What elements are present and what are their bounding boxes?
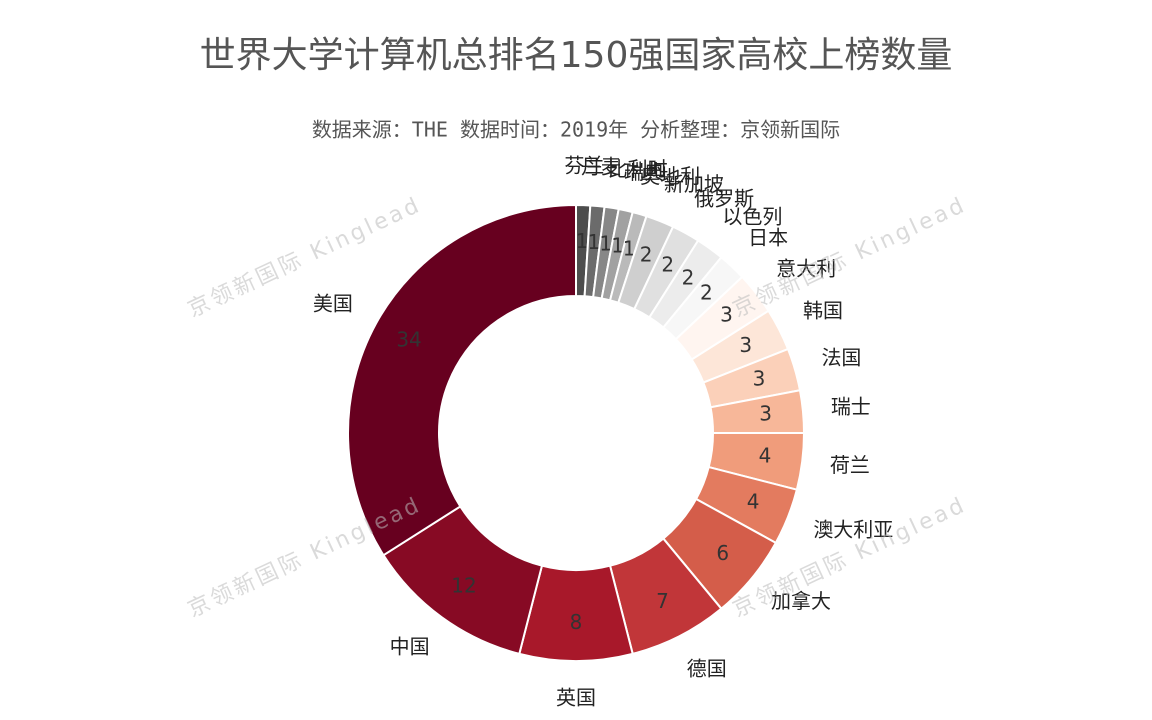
donut: 1 芬兰 1 丹麦 1 比利时 1 瑞典 1 奥地利 2 新加坡 2 俄罗斯 2 以色列 2 日本 3 意大利 3 韩国 3… [313, 154, 893, 710]
category-label: 荷兰 [830, 453, 870, 477]
category-label: 美国 [313, 291, 353, 315]
value-label: 3 [759, 402, 772, 426]
value-label: 1 [623, 237, 636, 261]
category-label: 瑞典 [624, 160, 664, 184]
value-label: 2 [661, 253, 674, 277]
category-label: 法国 [821, 345, 861, 369]
category-label: 以色列 [722, 204, 782, 228]
value-label: 6 [716, 541, 729, 565]
chart-title: 世界大学计算机总排名150强国家高校上榜数量 [200, 35, 953, 76]
value-label: 4 [759, 443, 772, 467]
value-label: 3 [753, 366, 766, 390]
value-label: 2 [682, 265, 695, 289]
value-label: 1 [588, 230, 601, 254]
category-label: 日本 [748, 226, 788, 250]
category-label: 丹麦 [581, 155, 621, 179]
value-label: 2 [700, 281, 713, 305]
category-label: 中国 [390, 635, 430, 659]
value-label: 3 [739, 333, 752, 357]
slice [347, 203, 577, 557]
category-label: 韩国 [803, 299, 843, 323]
category-label: 德国 [687, 657, 727, 681]
value-label: 8 [570, 610, 583, 634]
value-label: 7 [656, 589, 669, 613]
category-label: 澳大利亚 [813, 517, 893, 541]
category-label: 瑞士 [831, 394, 871, 418]
category-label: 加拿大 [771, 589, 831, 613]
value-label: 12 [451, 574, 476, 598]
chart-subtitle: 数据来源：THE 数据时间：2019年 分析整理：京领新国际 [312, 118, 840, 142]
value-label: 4 [747, 490, 760, 514]
category-label: 奥地利 [640, 164, 700, 188]
value-label: 34 [396, 328, 421, 352]
category-label: 俄罗斯 [694, 186, 754, 210]
value-label: 2 [640, 242, 653, 266]
category-label: 意大利 [776, 256, 836, 280]
value-label: 1 [611, 234, 624, 258]
category-label: 比利时 [608, 157, 668, 181]
value-label: 1 [599, 231, 612, 255]
value-label: 1 [576, 229, 589, 253]
category-label: 芬兰 [564, 154, 604, 178]
value-label: 3 [720, 303, 733, 327]
category-label: 英国 [556, 686, 596, 710]
category-label: 新加坡 [664, 172, 724, 196]
